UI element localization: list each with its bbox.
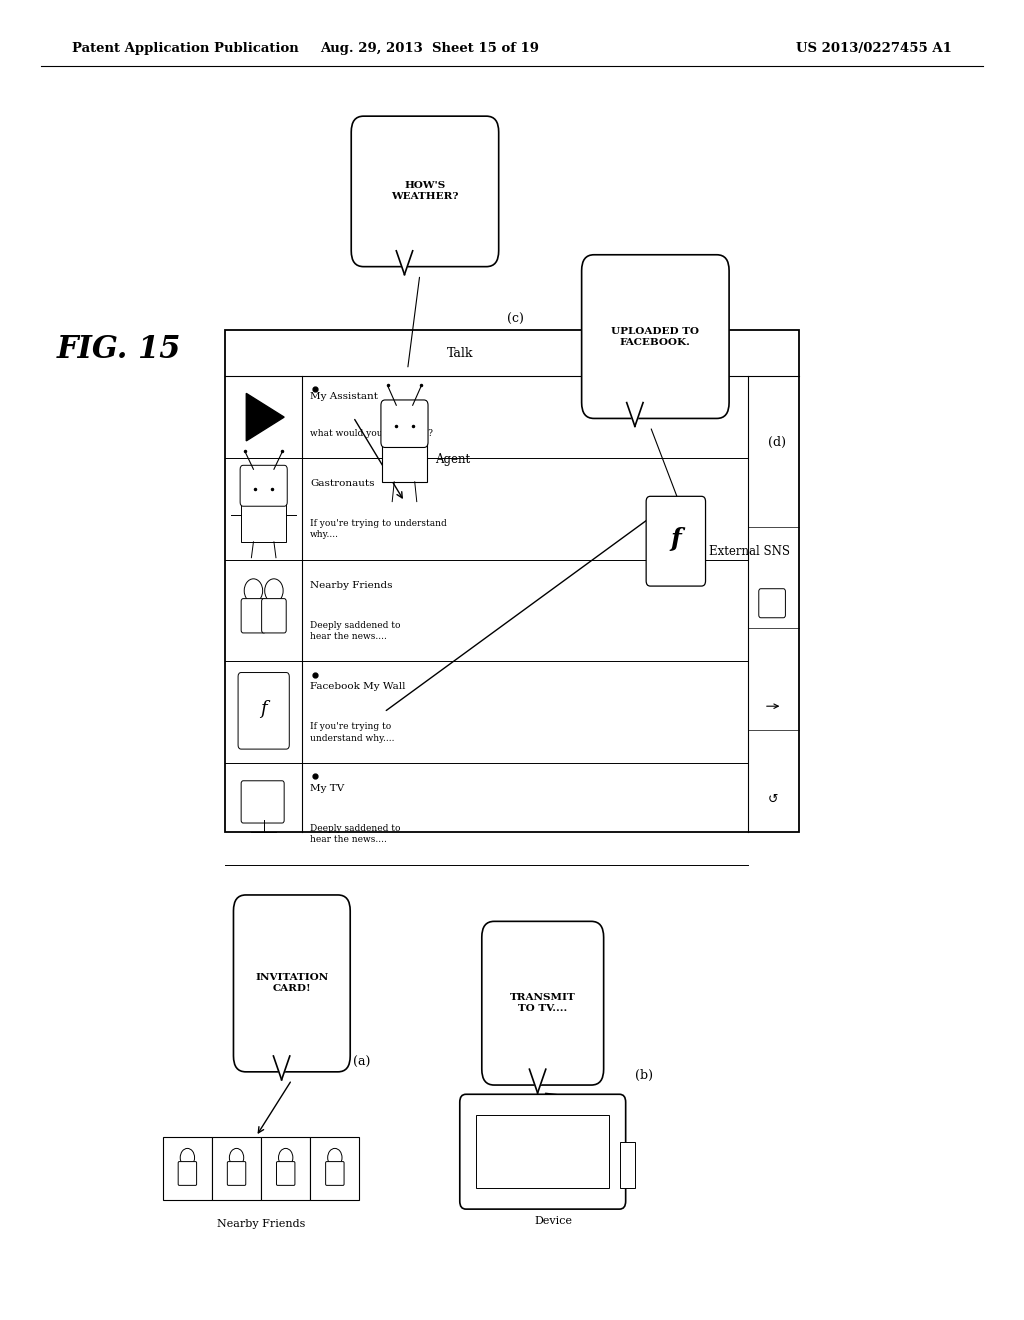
Text: 400: 400 [230, 350, 253, 363]
FancyBboxPatch shape [242, 502, 287, 541]
FancyBboxPatch shape [238, 672, 290, 750]
FancyBboxPatch shape [212, 1137, 261, 1200]
FancyBboxPatch shape [261, 1137, 310, 1200]
FancyBboxPatch shape [227, 1162, 246, 1185]
Text: Deeply saddened to
hear the news....: Deeply saddened to hear the news.... [310, 824, 400, 845]
Polygon shape [273, 1056, 290, 1080]
Text: (b): (b) [635, 1069, 653, 1082]
Text: Agent: Agent [435, 453, 470, 466]
FancyBboxPatch shape [620, 1142, 635, 1188]
Text: Device: Device [534, 1216, 572, 1226]
FancyBboxPatch shape [276, 1162, 295, 1185]
FancyBboxPatch shape [225, 330, 799, 832]
Text: Aug. 29, 2013  Sheet 15 of 19: Aug. 29, 2013 Sheet 15 of 19 [321, 42, 540, 55]
Text: (a): (a) [353, 1056, 371, 1069]
FancyBboxPatch shape [646, 496, 706, 586]
FancyBboxPatch shape [310, 1137, 359, 1200]
Text: Nearby Friends: Nearby Friends [310, 581, 393, 590]
Text: External SNS: External SNS [709, 545, 790, 558]
Text: My Assistant: My Assistant [310, 392, 378, 401]
Polygon shape [396, 251, 413, 275]
Text: ↺: ↺ [768, 793, 778, 807]
Text: UPLOADED TO
FACEBOOK.: UPLOADED TO FACEBOOK. [611, 326, 699, 347]
Text: Deeply saddened to
hear the news....: Deeply saddened to hear the news.... [310, 620, 400, 642]
Text: Nearby Friends: Nearby Friends [217, 1218, 305, 1229]
Polygon shape [529, 1069, 546, 1093]
FancyBboxPatch shape [482, 921, 604, 1085]
FancyBboxPatch shape [240, 465, 287, 506]
FancyBboxPatch shape [233, 895, 350, 1072]
FancyBboxPatch shape [460, 1094, 626, 1209]
Polygon shape [246, 393, 285, 441]
FancyBboxPatch shape [262, 598, 287, 632]
Text: My TV: My TV [310, 784, 344, 793]
FancyBboxPatch shape [759, 589, 785, 618]
Text: (d): (d) [768, 436, 786, 449]
FancyBboxPatch shape [381, 400, 428, 447]
FancyBboxPatch shape [178, 1162, 197, 1185]
Text: Patent Application Publication: Patent Application Publication [72, 42, 298, 55]
Text: TRANSMIT
TO TV....: TRANSMIT TO TV.... [510, 993, 575, 1014]
Text: Talk: Talk [447, 347, 473, 359]
FancyBboxPatch shape [351, 116, 499, 267]
FancyBboxPatch shape [476, 1115, 609, 1188]
FancyBboxPatch shape [326, 1162, 344, 1185]
Text: HOW'S
WEATHER?: HOW'S WEATHER? [391, 181, 459, 202]
Text: f: f [671, 527, 681, 550]
Text: FIG. 15: FIG. 15 [56, 334, 181, 366]
Text: US 2013/0227455 A1: US 2013/0227455 A1 [797, 42, 952, 55]
Polygon shape [627, 403, 643, 426]
Text: Facebook My Wall: Facebook My Wall [310, 682, 406, 692]
Text: what would you like to do?: what would you like to do? [310, 429, 433, 438]
FancyBboxPatch shape [163, 1137, 212, 1200]
Text: (c): (c) [507, 313, 523, 326]
Text: f: f [260, 701, 267, 718]
FancyBboxPatch shape [382, 442, 427, 482]
Text: If you're trying to understand
why....: If you're trying to understand why.... [310, 519, 447, 540]
FancyBboxPatch shape [242, 781, 285, 824]
FancyBboxPatch shape [582, 255, 729, 418]
FancyBboxPatch shape [242, 598, 266, 632]
Text: Gastronauts: Gastronauts [310, 479, 375, 488]
Text: INVITATION
CARD!: INVITATION CARD! [255, 973, 329, 994]
Text: If you're trying to
understand why....: If you're trying to understand why.... [310, 722, 395, 743]
